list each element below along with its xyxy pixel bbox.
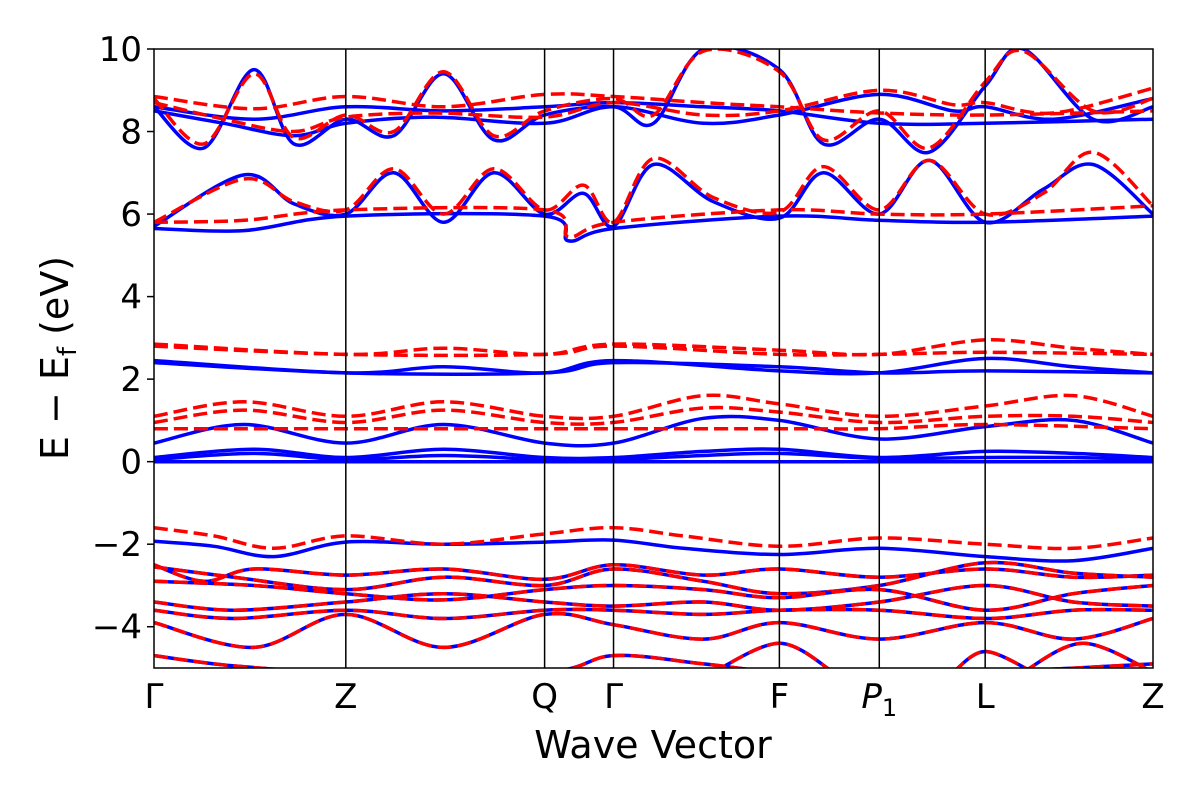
y-axis: 10 8 6 4 2 0 −2 −4 [92,30,154,648]
y-tick-label: −2 [92,525,142,565]
y-tick-label: 10 [99,30,142,70]
band-line [154,92,1153,117]
band-line [154,414,1153,448]
x-axis-title: Wave Vector [534,723,772,767]
band-line [154,611,1153,650]
high-symmetry-lines [345,49,986,668]
band-line [955,649,1029,668]
x-tick-label: L [976,677,995,717]
x-tick-label: Γ [145,677,164,717]
band-line [154,607,1153,621]
band-lines [154,49,1153,668]
x-tick-label-subscript: 1 [882,694,897,722]
y-axis-title-unit: (eV) [33,256,77,347]
x-tick-label-main: P [861,677,882,717]
x-axis: Γ Z Q Γ F P1 L Z [145,677,1165,722]
y-tick-label: 4 [120,278,142,318]
plot-frame [153,48,1154,669]
band-line [154,158,1153,229]
band-line [154,150,1153,225]
x-tick-label: Q [531,677,558,717]
band-line [154,49,1153,150]
x-tick-label: P1 [861,677,897,722]
band-line [154,204,1153,239]
band-line [154,653,1153,668]
y-axis-title-main: E − E [33,356,77,460]
band-line [154,583,1153,612]
band-line [154,211,1153,243]
band-series-2 [154,49,1153,551]
y-tick-label: −4 [92,608,142,648]
x-tick-label: F [770,677,790,717]
y-axis-title: E − Ef (eV) [33,256,83,460]
y-tick-label: 6 [120,195,142,235]
band-line [1026,641,1149,668]
y-axis-title-subscript: f [53,346,83,356]
y-tick-label: 0 [120,443,142,483]
x-tick-label: Z [334,677,357,717]
x-tick-label: Γ [604,677,623,717]
x-tick-label: Z [1141,677,1164,717]
band-line [154,393,1153,421]
y-tick-label: 8 [120,113,142,153]
band-line [154,579,1153,612]
y-tick-label: 2 [120,360,142,400]
band-line [154,49,1153,155]
